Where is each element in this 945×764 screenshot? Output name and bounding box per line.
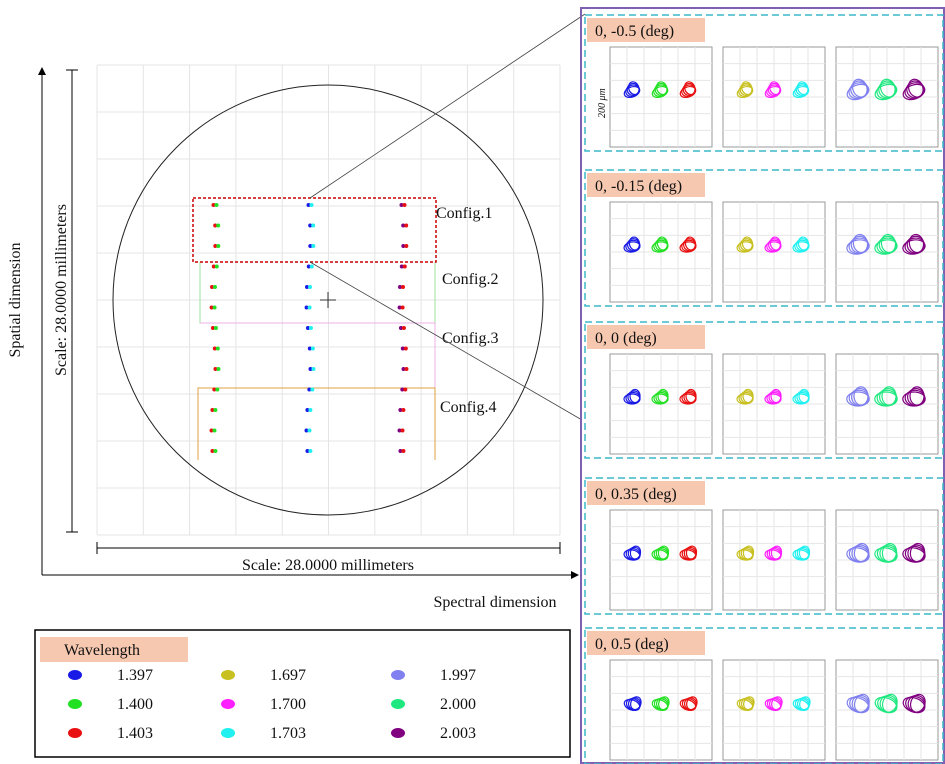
- field-point: [401, 429, 405, 433]
- config-label: Config.1: [436, 205, 492, 222]
- field-point: [216, 244, 220, 248]
- field-point: [404, 244, 408, 248]
- field-point: [213, 306, 217, 310]
- config-1-box: [193, 198, 436, 262]
- field-point: [404, 224, 408, 228]
- field-point: [308, 408, 312, 412]
- field-point: [215, 203, 219, 207]
- y-label: Spatial dimension: [7, 242, 24, 357]
- config-3-box: [200, 323, 435, 388]
- field-point: [216, 224, 220, 228]
- config-label: Config.3: [442, 330, 498, 347]
- field-point: [308, 449, 312, 453]
- field-point: [216, 367, 220, 371]
- figure: Config.1 Config.2 Config.3 Config.4 Spatial…: [0, 0, 945, 764]
- field-point: [401, 285, 405, 289]
- field-point: [308, 285, 312, 289]
- field-point: [310, 388, 314, 392]
- center-cross: [320, 292, 336, 308]
- field-point: [215, 265, 219, 269]
- legend-label: 1.397: [117, 667, 153, 684]
- config-label: Config.4: [440, 399, 496, 416]
- legend-label: 1.697: [270, 667, 306, 684]
- field-point: [214, 326, 218, 330]
- zoom-line: [310, 14, 585, 198]
- field-plot: Config.1 Config.2 Config.3 Config.4: [97, 65, 560, 535]
- legend-swatch: [391, 728, 405, 738]
- legend-label: 1.400: [117, 696, 153, 713]
- legend-label: 1.997: [440, 667, 476, 684]
- legend-swatch: [391, 699, 405, 709]
- field-point: [402, 326, 406, 330]
- legend-label: 2.003: [440, 725, 476, 742]
- legend-swatch: [391, 670, 405, 680]
- panel-label: 0, 0.5 (deg): [595, 636, 669, 653]
- legend-swatch: [221, 728, 235, 738]
- field-point: [308, 306, 312, 310]
- legend-swatch: [68, 699, 82, 709]
- field-point: [403, 265, 407, 269]
- field-point: [216, 347, 220, 351]
- field-point: [311, 367, 315, 371]
- legend-swatch: [221, 670, 235, 680]
- config-label: Config.2: [442, 271, 498, 288]
- legend-swatch: [68, 728, 82, 738]
- field-point: [213, 408, 217, 412]
- legend-label: 1.403: [117, 725, 153, 742]
- panel-label: 0, -0.5 (deg): [595, 23, 674, 40]
- field-point: [404, 347, 408, 351]
- field-point: [311, 244, 315, 248]
- field-point: [401, 306, 405, 310]
- x-label: Spectral dimension: [433, 594, 556, 611]
- legend-label: 1.700: [270, 696, 306, 713]
- field-point: [215, 388, 219, 392]
- field-point: [311, 224, 315, 228]
- field-point: [310, 203, 314, 207]
- legend-title: Wavelength: [64, 642, 140, 659]
- legend-swatch: [221, 699, 235, 709]
- field-point: [213, 429, 217, 433]
- x-scale-label: Scale: 28.0000 millimeters: [242, 557, 414, 574]
- field-point: [310, 265, 314, 269]
- field-point: [308, 429, 312, 433]
- field-point: [403, 388, 407, 392]
- legend-label: 1.703: [270, 725, 306, 742]
- field-point: [213, 285, 217, 289]
- field-point: [309, 326, 313, 330]
- y-scale-label: Scale: 28.0000 millimeters: [53, 204, 70, 376]
- legend-swatch: [68, 670, 82, 680]
- panel-label: 0, -0.15 (deg): [595, 178, 682, 195]
- config-4-box: [198, 388, 435, 460]
- field-point: [401, 449, 405, 453]
- field-point: [404, 367, 408, 371]
- panel-label: 0, 0.35 (deg): [595, 486, 677, 503]
- legend: 1.397 1.400 1.403 1.697 1.700 1.703 1.997 2.000…: [68, 667, 476, 742]
- spot-diagrams: 0, -0.5 (deg) 0, -0.15 (deg) 0, 0 (deg) 0, …: [585, 15, 943, 764]
- panel-label: 0, 0 (deg): [595, 330, 657, 347]
- field-point: [311, 347, 315, 351]
- field-point: [401, 408, 405, 412]
- field-point: [403, 203, 407, 207]
- legend-label: 2.000: [440, 696, 476, 713]
- scale-bar-label: 200 μm: [597, 88, 608, 118]
- field-point: [213, 449, 217, 453]
